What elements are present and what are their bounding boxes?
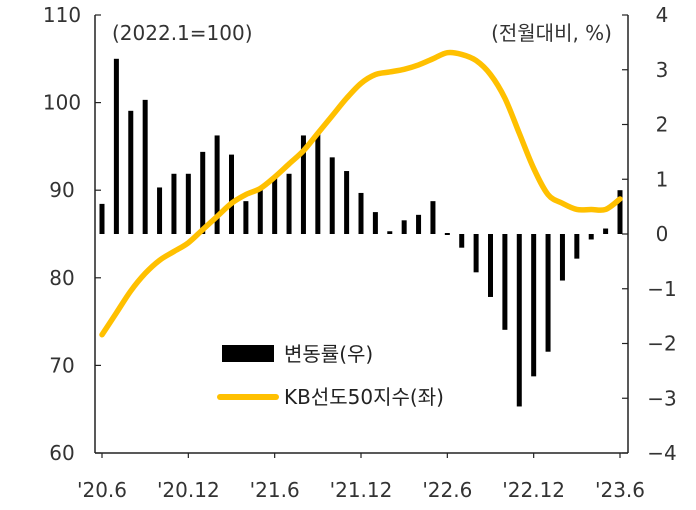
bar	[372, 212, 378, 234]
bar	[286, 173, 292, 234]
line-series-group	[99, 49, 623, 338]
bar	[574, 234, 580, 259]
right-tick-label: −4	[647, 441, 676, 465]
bar	[300, 135, 306, 234]
bar	[488, 234, 493, 297]
right-tick-label: −3	[647, 386, 676, 410]
right-tick-label: −2	[647, 332, 676, 356]
left-axis-note: (2022.1=100)	[112, 21, 253, 45]
bar	[617, 190, 623, 234]
legend: 변동률(우) KB선도50지수(좌)	[217, 342, 444, 409]
bar	[545, 234, 551, 352]
bar	[516, 234, 522, 407]
bar	[358, 192, 364, 234]
bar-series-group	[99, 58, 623, 407]
bar	[142, 99, 148, 234]
right-tick-label: 1	[656, 167, 669, 191]
bar	[401, 220, 407, 234]
bar	[416, 214, 422, 234]
bar	[200, 151, 206, 234]
x-tick-label: '21.6	[250, 478, 300, 502]
bar	[559, 234, 565, 281]
bar	[99, 203, 105, 234]
bar	[603, 228, 609, 234]
left-tick-label: 100	[43, 91, 81, 115]
right-axis-note: (전월대비, %)	[491, 21, 612, 45]
x-tick-label: '20.12	[157, 478, 220, 502]
bar	[113, 58, 119, 234]
legend-line-label: KB선도50지수(좌)	[284, 385, 444, 409]
x-tick-label: '21.12	[330, 478, 393, 502]
left-tick-label: 110	[43, 3, 81, 27]
x-tick-label: '22.6	[422, 478, 472, 502]
bar	[157, 187, 163, 234]
bar	[344, 171, 350, 234]
bar	[257, 190, 263, 234]
bar	[459, 234, 465, 248]
right-tick-label: 4	[656, 3, 669, 27]
left-tick-label: 70	[49, 353, 74, 377]
right-axis-ticks: −4 −3 −2 −1 0 1 2 3 4	[622, 3, 677, 465]
bar	[214, 135, 220, 234]
right-tick-label: −1	[647, 277, 676, 301]
left-axis-ticks: 60 70 80 90 100 110	[43, 3, 101, 465]
right-tick-label: 2	[656, 113, 669, 137]
bar	[430, 201, 436, 234]
bar	[185, 173, 191, 234]
bar	[229, 154, 234, 234]
bar	[387, 231, 393, 234]
bar	[243, 201, 249, 234]
left-tick-label: 80	[49, 266, 74, 290]
bar	[315, 132, 321, 234]
index-line	[99, 49, 623, 338]
bar	[588, 234, 594, 240]
bar	[272, 176, 278, 234]
bar	[171, 173, 177, 234]
bar	[444, 233, 450, 235]
bar	[329, 157, 335, 234]
left-tick-label: 60	[49, 441, 74, 465]
x-tick-label: '22.12	[502, 478, 565, 502]
bar	[531, 234, 537, 377]
x-tick-label: '23.6	[595, 478, 645, 502]
bar	[502, 234, 508, 330]
right-tick-label: 3	[656, 58, 669, 82]
bar	[128, 110, 134, 234]
x-tick-label: '20.6	[77, 478, 127, 502]
bar	[473, 234, 479, 273]
left-tick-label: 90	[49, 178, 74, 202]
legend-bar-swatch	[222, 345, 274, 362]
right-tick-label: 0	[656, 222, 669, 246]
x-axis-ticks: '20.6 '20.12 '21.6 '21.12 '22.6 '22.12 '23.6	[77, 453, 645, 502]
legend-bar-label: 변동률(우)	[284, 342, 373, 366]
